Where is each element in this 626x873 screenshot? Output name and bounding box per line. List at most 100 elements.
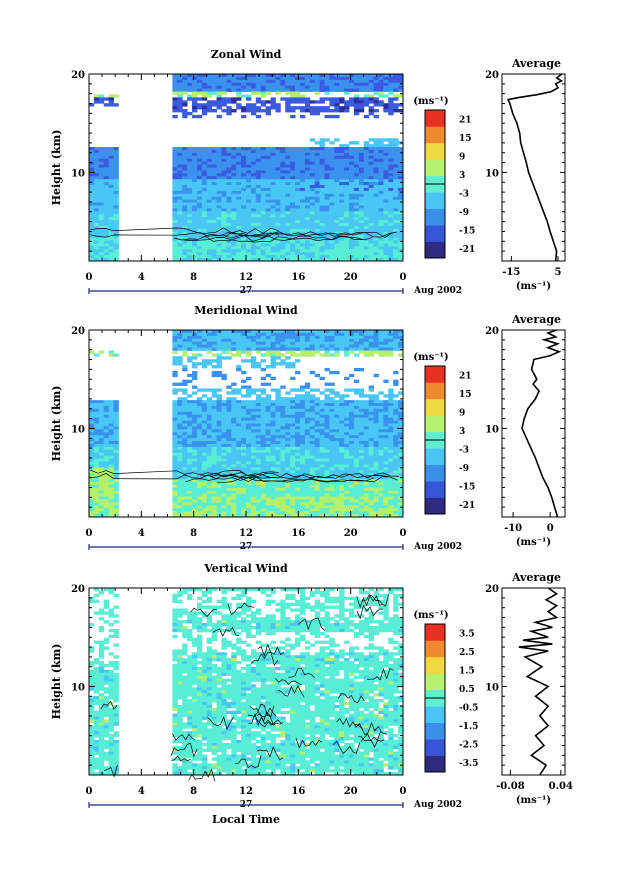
heatmap-cell — [304, 220, 311, 224]
heatmap-cell — [280, 455, 286, 459]
heatmap-cell — [98, 484, 105, 489]
heatmap-cell — [295, 228, 301, 233]
heatmap-cell — [216, 149, 222, 154]
heatmap-cell — [319, 164, 325, 168]
heatmap-cell — [270, 88, 276, 92]
heatmap-cell — [378, 76, 384, 81]
heatmap-cell — [187, 94, 193, 98]
heatmap-cell — [108, 173, 114, 177]
profile-x-tick-label: 5 — [555, 267, 562, 278]
heatmap-cell — [182, 152, 188, 157]
heatmap-cell — [309, 179, 316, 183]
heatmap-cell — [285, 414, 291, 419]
heatmap-cell — [265, 408, 271, 413]
heatmap-cell — [299, 385, 306, 389]
heatmap-cell — [280, 335, 286, 340]
heatmap-cell — [206, 417, 213, 421]
heatmap-cell — [295, 411, 301, 416]
heatmap-cell — [324, 505, 330, 509]
heatmap-cell — [241, 417, 247, 421]
heatmap-cell — [206, 149, 213, 154]
heatmap-cell — [211, 74, 217, 78]
heatmap-cell — [246, 458, 252, 462]
heatmap-cell — [172, 405, 178, 410]
heatmap-cell — [349, 338, 355, 343]
heatmap-cell — [295, 338, 301, 343]
heatmap-cell — [319, 199, 325, 203]
heatmap-cell — [393, 258, 399, 262]
heatmap-cell — [206, 438, 213, 442]
heatmap-cell — [265, 365, 271, 369]
heatmap-cell — [270, 359, 276, 363]
heatmap-cell — [304, 79, 311, 84]
heatmap-cell — [319, 426, 325, 430]
heatmap-cell — [275, 443, 281, 448]
heatmap-cell — [270, 376, 276, 381]
heatmap-cell — [344, 211, 350, 215]
heatmap-cell — [177, 187, 183, 192]
heatmap-cell — [295, 353, 301, 357]
heatmap-cell — [344, 455, 350, 459]
heatmap-cell — [201, 332, 208, 337]
heatmap-cell — [339, 225, 345, 230]
heatmap-cell — [309, 481, 316, 486]
heatmap-cell — [368, 158, 374, 163]
heatmap-cell — [103, 234, 110, 239]
heatmap-cell — [270, 187, 276, 192]
heatmap-cell — [201, 187, 208, 192]
heatmap-cell — [246, 109, 252, 113]
heatmap-cell — [324, 353, 330, 357]
heatmap-cell — [177, 330, 183, 334]
heatmap-cell — [275, 190, 281, 195]
heatmap-cell — [201, 496, 208, 500]
heatmap-cell — [275, 394, 281, 398]
heatmap-cell — [304, 458, 311, 462]
heatmap-cell — [246, 414, 252, 419]
heatmap-cell — [275, 149, 281, 154]
heatmap-cell — [353, 193, 360, 198]
heatmap-cell — [177, 147, 183, 151]
heatmap-cell — [309, 173, 316, 177]
heatmap-cell — [182, 187, 188, 192]
heatmap-cell — [177, 249, 183, 253]
heatmap-cell — [177, 449, 183, 454]
heatmap-cell — [211, 252, 217, 256]
heatmap-cell — [192, 493, 198, 497]
heatmap-cell — [280, 74, 286, 78]
heatmap-cell — [108, 152, 114, 157]
heatmap-cell — [98, 417, 105, 421]
heatmap-cell — [216, 449, 222, 454]
heatmap-cell — [378, 199, 384, 203]
heatmap-cell — [373, 179, 379, 183]
heatmap-cell — [280, 514, 286, 518]
heatmap-cell — [236, 243, 242, 247]
heatmap-cell — [388, 144, 394, 148]
heatmap-cell — [334, 240, 340, 244]
heatmap-cell — [280, 385, 286, 389]
heatmap-cell — [103, 147, 110, 151]
heatmap-cell — [108, 179, 114, 183]
heatmap-cell — [299, 476, 306, 480]
heatmap-cell — [344, 508, 350, 512]
heatmap-cell — [368, 88, 374, 92]
heatmap-cell — [275, 362, 281, 366]
heatmap-cell — [192, 199, 198, 203]
heatmap-cell — [285, 76, 291, 81]
heatmap-cell — [103, 441, 110, 445]
heatmap-cell — [231, 464, 237, 468]
heatmap-cell — [236, 225, 242, 230]
heatmap-cell — [363, 97, 370, 101]
heatmap-cell — [373, 173, 379, 177]
heatmap-cell — [290, 499, 296, 503]
heatmap-cell — [353, 88, 360, 92]
heatmap-cell — [290, 405, 296, 410]
heatmap-cell — [349, 199, 355, 203]
heatmap-cell — [250, 417, 257, 421]
heatmap-cell — [319, 74, 325, 78]
heatmap-cell — [324, 432, 330, 436]
heatmap-cell — [329, 196, 335, 201]
heatmap-cell — [270, 490, 276, 495]
heatmap-cell — [255, 493, 262, 497]
heatmap-cell — [246, 479, 252, 483]
heatmap-cell — [206, 223, 213, 227]
